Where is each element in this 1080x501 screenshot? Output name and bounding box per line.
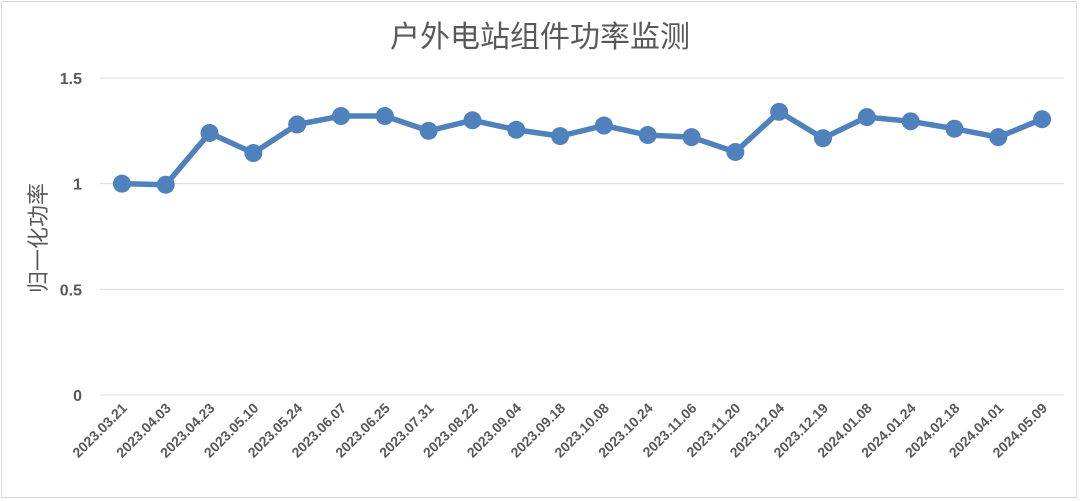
y-tick-labels: 0 0.5 1 1.5 bbox=[60, 71, 82, 405]
y-axis-label: 归一化功率 bbox=[27, 183, 52, 293]
data-point bbox=[200, 123, 219, 142]
data-point bbox=[288, 115, 307, 134]
gridlines bbox=[100, 77, 1064, 396]
data-point bbox=[156, 175, 175, 194]
data-point bbox=[463, 111, 482, 130]
data-point bbox=[638, 126, 657, 145]
data-point bbox=[989, 128, 1008, 147]
data-point bbox=[945, 119, 964, 138]
data-point bbox=[112, 174, 131, 193]
y-tick-label: 1.5 bbox=[60, 71, 82, 88]
data-point bbox=[770, 102, 789, 121]
data-point bbox=[682, 128, 701, 147]
data-point bbox=[726, 142, 745, 161]
y-tick-label: 0.5 bbox=[60, 282, 82, 299]
data-point bbox=[1033, 110, 1052, 129]
x-tick-labels: 2023.03.212023.04.032023.04.232023.05.10… bbox=[69, 400, 1050, 461]
data-point bbox=[419, 121, 438, 140]
series-line bbox=[119, 109, 1045, 188]
y-tick-label: 1 bbox=[73, 177, 82, 194]
data-point bbox=[594, 116, 613, 135]
series-layer bbox=[112, 102, 1052, 194]
data-point bbox=[551, 127, 570, 146]
data-point bbox=[507, 120, 526, 139]
data-point bbox=[857, 108, 876, 127]
data-point bbox=[244, 144, 263, 163]
data-point bbox=[375, 107, 394, 126]
data-point bbox=[332, 107, 350, 126]
y-tick-label: 0 bbox=[73, 388, 82, 405]
data-point bbox=[814, 129, 832, 148]
chart-title: 户外电站组件功率监测 bbox=[390, 20, 690, 55]
data-point bbox=[901, 112, 920, 131]
